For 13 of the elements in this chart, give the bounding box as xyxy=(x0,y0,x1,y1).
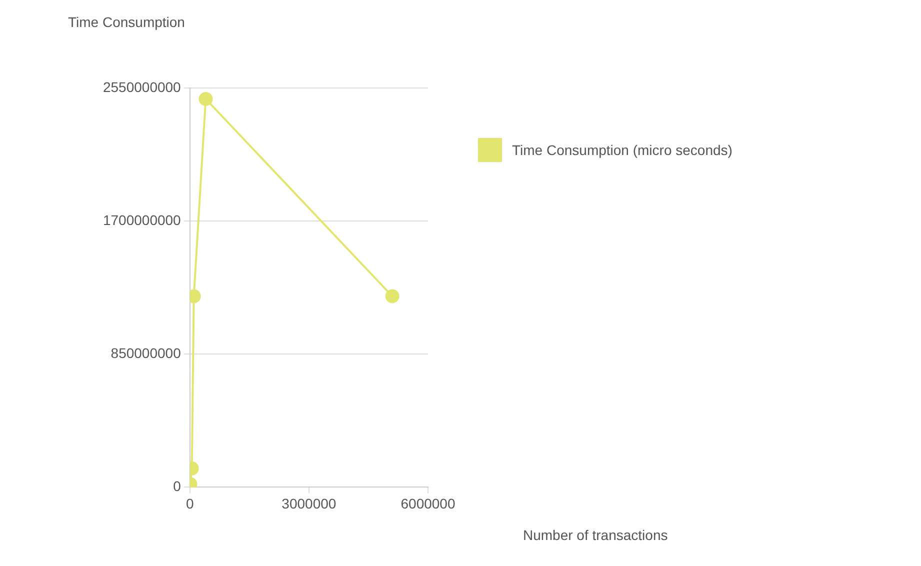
y-tick-label: 0 xyxy=(173,478,182,494)
x-tick-label: 0 xyxy=(186,495,194,512)
point xyxy=(385,289,400,304)
y-axis-title: Time Consumption xyxy=(68,14,185,30)
point xyxy=(198,92,213,106)
point xyxy=(190,289,201,304)
x-tick-label: 3000000 xyxy=(282,495,336,512)
x-tick-label: 6000000 xyxy=(400,495,456,512)
y-tick-label: 1700000000 xyxy=(102,212,182,228)
y-tick-label: 2550000000 xyxy=(102,78,182,95)
y-tick-label: 850000000 xyxy=(110,344,182,361)
x-axis-title: Number of transactions xyxy=(523,527,668,543)
legend-label: Time Consumption (micro seconds) xyxy=(512,142,732,158)
